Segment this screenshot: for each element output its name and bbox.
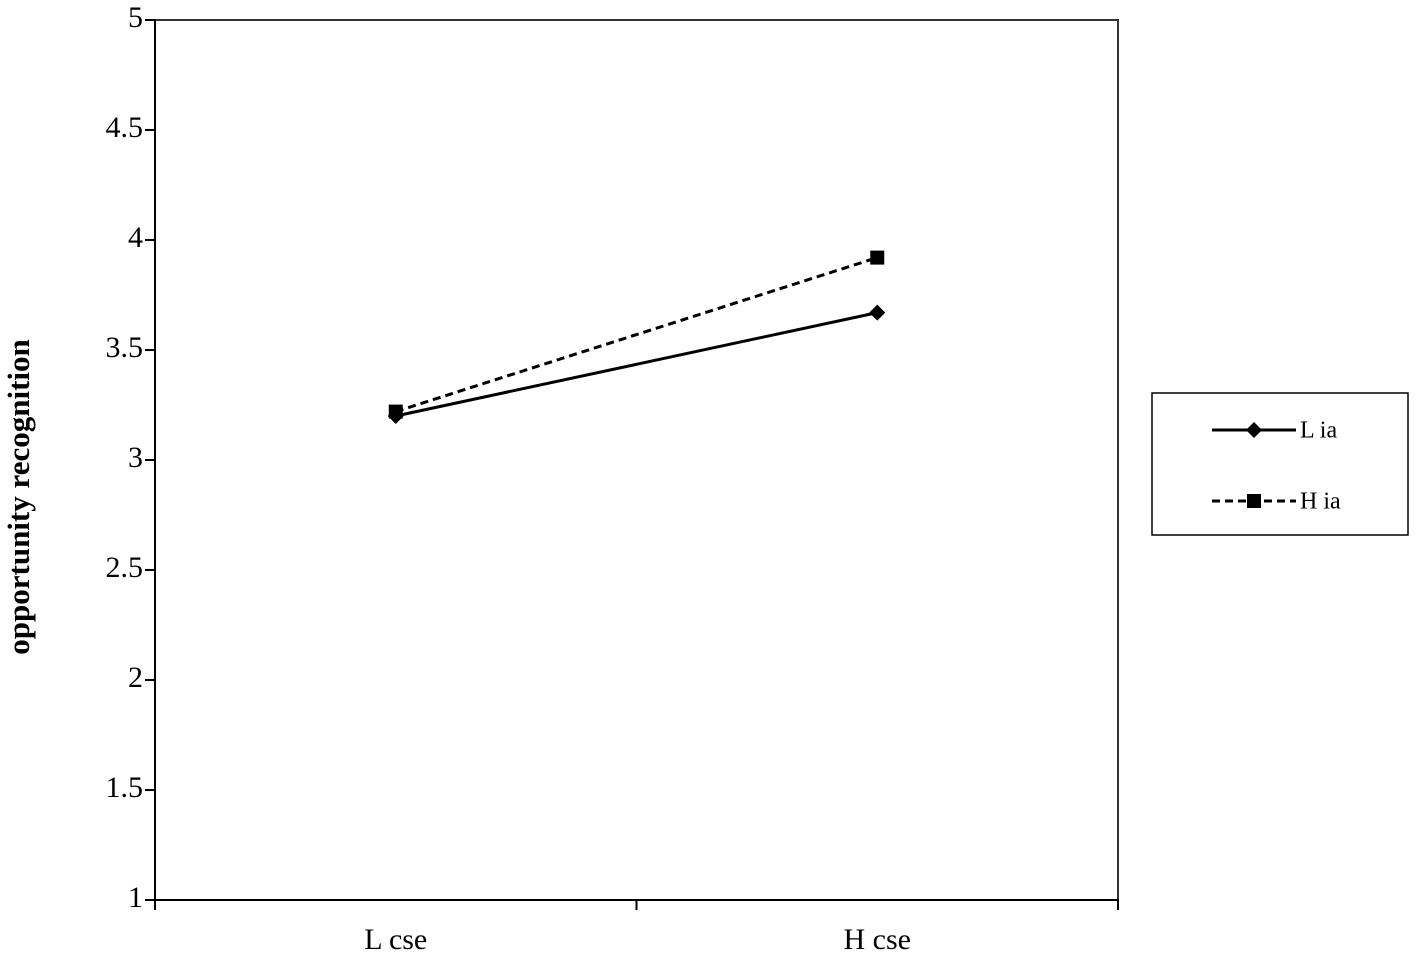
y-tick-label: 3: [128, 441, 143, 474]
y-tick-label: 4: [128, 221, 143, 254]
plot-frame: [154, 19, 1119, 901]
y-tick-label: 1.5: [106, 771, 144, 804]
x-tick-label: H cse: [844, 923, 911, 956]
marker: [869, 304, 886, 321]
y-axis-label: opportunity recognition: [1, 339, 36, 654]
series-line: [395, 311, 878, 418]
y-tick-label: 2: [128, 661, 143, 694]
y-tick-label: 1: [128, 881, 143, 914]
legend-box: [1151, 392, 1409, 536]
marker: [1247, 494, 1261, 508]
marker: [1246, 422, 1262, 438]
marker: [388, 404, 403, 419]
x-tick-label: L cse: [364, 923, 427, 956]
y-tick-label: 3.5: [106, 331, 144, 364]
marker: [870, 250, 885, 265]
legend-label: L ia: [1300, 418, 1337, 444]
y-tick-label: 2.5: [106, 551, 144, 584]
legend-label: H ia: [1300, 489, 1341, 515]
y-tick-label: 4.5: [106, 111, 144, 144]
series-line: [395, 256, 878, 414]
y-tick-label: 5: [128, 1, 143, 34]
